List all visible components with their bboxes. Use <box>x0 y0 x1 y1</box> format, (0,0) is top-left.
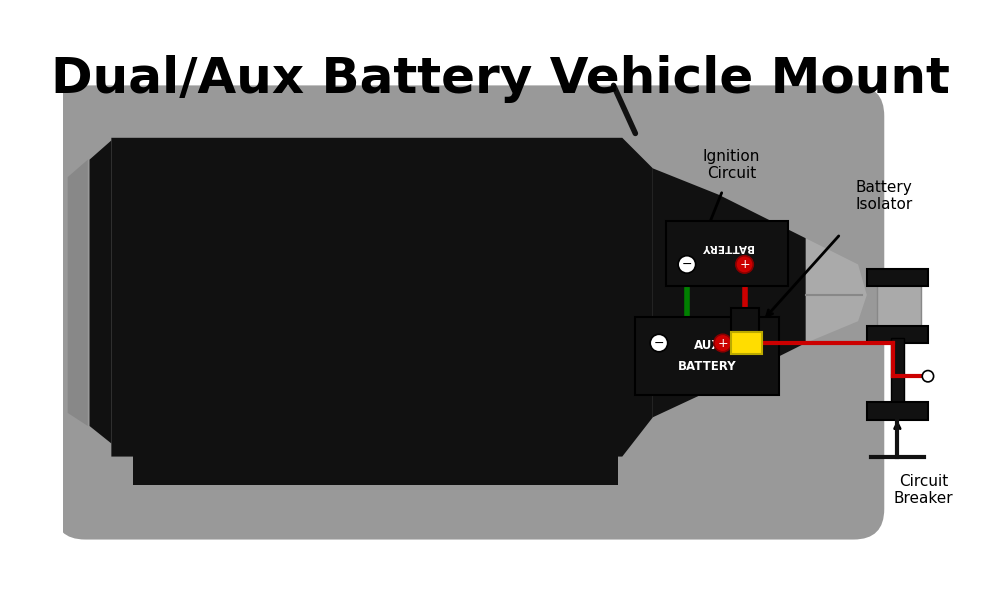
Polygon shape <box>653 168 832 417</box>
Circle shape <box>650 335 668 352</box>
Text: Circuit
Breaker: Circuit Breaker <box>894 474 953 506</box>
Polygon shape <box>710 199 788 242</box>
Text: Battery
Isolator: Battery Isolator <box>856 179 913 212</box>
FancyBboxPatch shape <box>55 86 884 539</box>
Polygon shape <box>806 238 867 343</box>
Bar <box>666 221 788 286</box>
Polygon shape <box>133 444 618 484</box>
Text: +: + <box>717 336 728 349</box>
Circle shape <box>714 335 731 352</box>
Text: BATTERY: BATTERY <box>678 360 737 373</box>
Polygon shape <box>111 138 653 457</box>
Circle shape <box>922 371 934 382</box>
Text: +: + <box>739 258 750 271</box>
Bar <box>877 282 921 339</box>
Text: −: − <box>654 336 664 349</box>
Polygon shape <box>68 160 88 426</box>
Bar <box>867 269 928 286</box>
Polygon shape <box>90 140 111 444</box>
Circle shape <box>736 255 753 273</box>
Text: Dual/Aux Battery Vehicle Mount: Dual/Aux Battery Vehicle Mount <box>51 55 949 103</box>
Bar <box>867 402 928 420</box>
Text: −: − <box>682 258 692 271</box>
Text: Ignition
Circuit: Ignition Circuit <box>703 149 760 182</box>
Bar <box>731 308 759 333</box>
Text: AUX: AUX <box>694 339 721 352</box>
Text: BATTERY: BATTERY <box>701 241 753 251</box>
Bar <box>731 332 762 355</box>
Polygon shape <box>133 140 618 182</box>
Circle shape <box>678 255 696 273</box>
Bar <box>891 338 904 406</box>
Bar <box>635 317 779 395</box>
Bar <box>867 326 928 343</box>
